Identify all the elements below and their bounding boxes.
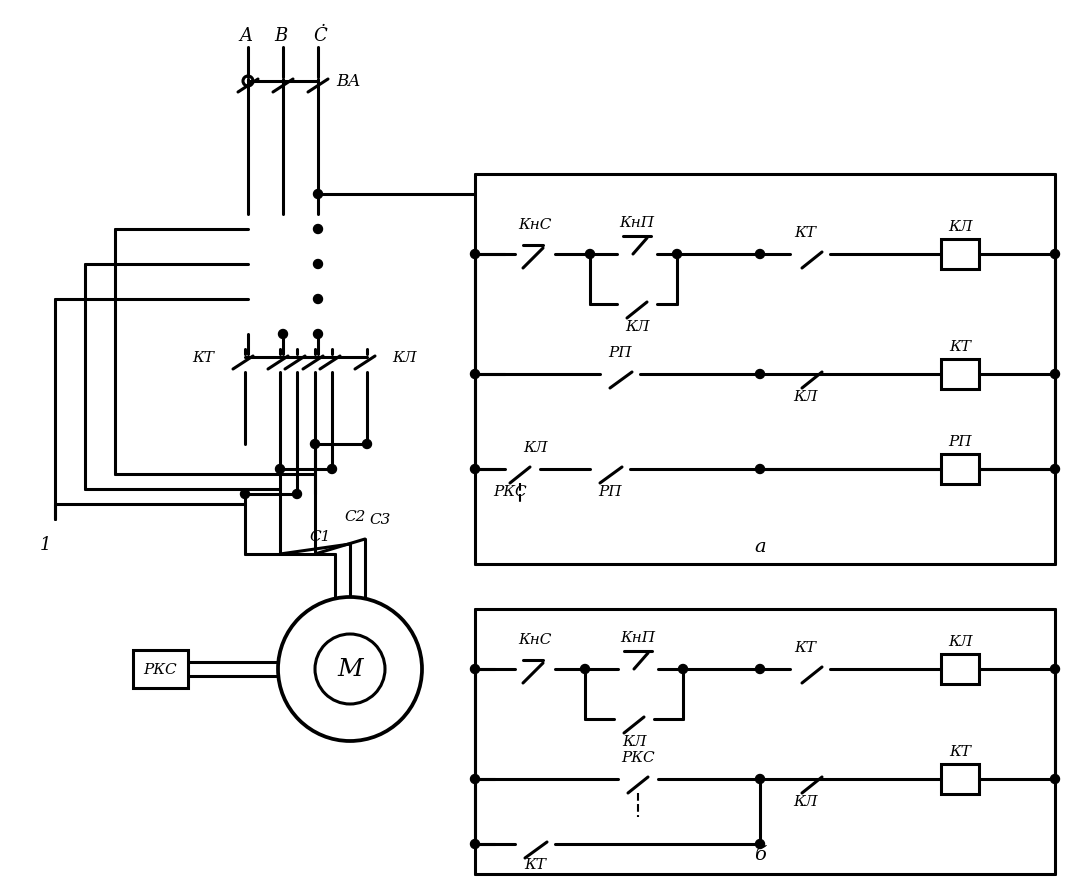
Text: A: A xyxy=(239,27,252,45)
Text: КнС: КнС xyxy=(519,218,551,232)
Text: КнП: КнП xyxy=(621,630,655,644)
Bar xyxy=(941,764,979,794)
Text: КЛ: КЛ xyxy=(793,390,818,404)
Text: 1: 1 xyxy=(39,536,51,553)
Text: С1: С1 xyxy=(310,529,330,543)
Circle shape xyxy=(1051,774,1059,783)
Text: КТ: КТ xyxy=(524,857,546,871)
Text: КТ: КТ xyxy=(192,350,214,364)
Circle shape xyxy=(278,330,287,339)
Circle shape xyxy=(470,774,480,783)
Circle shape xyxy=(313,330,323,339)
Bar xyxy=(941,360,979,390)
Text: РП: РП xyxy=(598,485,622,499)
Bar xyxy=(941,240,979,270)
Bar xyxy=(941,654,979,684)
Text: РКС: РКС xyxy=(143,662,177,676)
Circle shape xyxy=(313,295,323,304)
Text: КЛ: КЛ xyxy=(948,220,973,234)
Bar xyxy=(941,455,979,485)
Circle shape xyxy=(1051,465,1059,474)
Text: КЛ: КЛ xyxy=(622,734,647,748)
Text: КТ: КТ xyxy=(794,640,815,654)
Circle shape xyxy=(470,465,480,474)
Circle shape xyxy=(311,440,319,449)
Text: РП: РП xyxy=(949,435,971,449)
Text: КЛ: КЛ xyxy=(948,634,973,648)
Text: КЛ: КЛ xyxy=(625,320,649,334)
Circle shape xyxy=(313,226,323,234)
Text: С3: С3 xyxy=(369,513,391,527)
Text: Ċ: Ċ xyxy=(313,27,327,45)
Circle shape xyxy=(240,490,249,499)
Circle shape xyxy=(278,597,422,741)
Circle shape xyxy=(363,440,371,449)
Circle shape xyxy=(327,465,337,474)
Circle shape xyxy=(679,665,688,673)
Text: КЛ: КЛ xyxy=(523,441,547,455)
Circle shape xyxy=(756,250,765,259)
Circle shape xyxy=(756,665,765,673)
Circle shape xyxy=(586,250,595,259)
Circle shape xyxy=(756,371,765,379)
Circle shape xyxy=(313,191,323,199)
Circle shape xyxy=(580,665,589,673)
Text: КнС: КнС xyxy=(519,632,551,646)
Text: б: б xyxy=(754,845,766,863)
Circle shape xyxy=(756,774,765,783)
Circle shape xyxy=(470,665,480,673)
Circle shape xyxy=(673,250,681,259)
Text: КТ: КТ xyxy=(794,226,815,240)
Text: КЛ: КЛ xyxy=(793,794,818,808)
Text: B: B xyxy=(274,27,288,45)
Circle shape xyxy=(313,260,323,270)
Text: С2: С2 xyxy=(344,509,366,523)
Circle shape xyxy=(756,839,765,848)
Circle shape xyxy=(470,250,480,259)
Circle shape xyxy=(1051,665,1059,673)
Circle shape xyxy=(470,371,480,379)
Text: КнП: КнП xyxy=(619,216,654,230)
Text: РКС: РКС xyxy=(622,750,655,764)
Text: КТ: КТ xyxy=(949,340,971,354)
Circle shape xyxy=(470,839,480,848)
Text: М: М xyxy=(337,658,363,680)
Text: КЛ: КЛ xyxy=(392,350,417,364)
Circle shape xyxy=(292,490,301,499)
Text: а: а xyxy=(754,537,766,556)
Circle shape xyxy=(756,465,765,474)
Text: РКС: РКС xyxy=(493,485,526,499)
Text: РП: РП xyxy=(609,346,631,360)
Circle shape xyxy=(1051,371,1059,379)
Text: КТ: КТ xyxy=(949,745,971,758)
Circle shape xyxy=(275,465,285,474)
Circle shape xyxy=(1051,250,1059,259)
Bar xyxy=(132,651,187,688)
Text: BA: BA xyxy=(336,74,361,90)
